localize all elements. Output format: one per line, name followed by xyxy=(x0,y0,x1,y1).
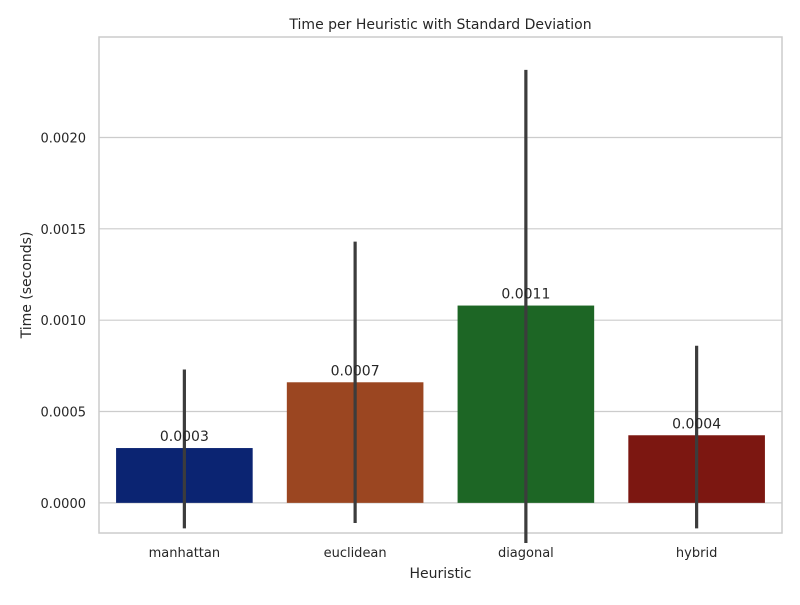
x-tick-label-hybrid: hybrid xyxy=(676,546,717,561)
x-tick-label-manhattan: manhattan xyxy=(149,546,220,561)
x-axis-label: Heuristic xyxy=(409,566,471,582)
y-tick-label: 0.0010 xyxy=(41,314,87,329)
data-label-euclidean: 0.0007 xyxy=(331,363,380,379)
y-axis-ticks: 0.0000 0.0005 0.0010 0.0015 0.0020 xyxy=(41,131,87,511)
y-tick-label: 0.0005 xyxy=(41,406,87,421)
y-tick-label: 0.0015 xyxy=(41,223,87,238)
y-axis-label: Time (seconds) xyxy=(19,232,35,340)
data-label-diagonal: 0.0011 xyxy=(501,287,550,303)
y-tick-label: 0.0000 xyxy=(41,497,87,512)
data-labels: 0.0003 0.0007 0.0011 0.0004 xyxy=(160,287,721,445)
data-label-manhattan: 0.0003 xyxy=(160,429,209,445)
x-axis-ticks: manhattan euclidean diagonal hybrid xyxy=(149,546,718,561)
bars xyxy=(116,305,765,503)
data-label-hybrid: 0.0004 xyxy=(672,416,721,432)
y-tick-label: 0.0020 xyxy=(41,131,87,146)
chart-title: Time per Heuristic with Standard Deviati… xyxy=(288,17,591,33)
plot-frame xyxy=(98,36,783,534)
x-tick-label-euclidean: euclidean xyxy=(324,546,387,561)
x-tick-label-diagonal: diagonal xyxy=(498,546,554,561)
error-bars xyxy=(182,69,699,544)
